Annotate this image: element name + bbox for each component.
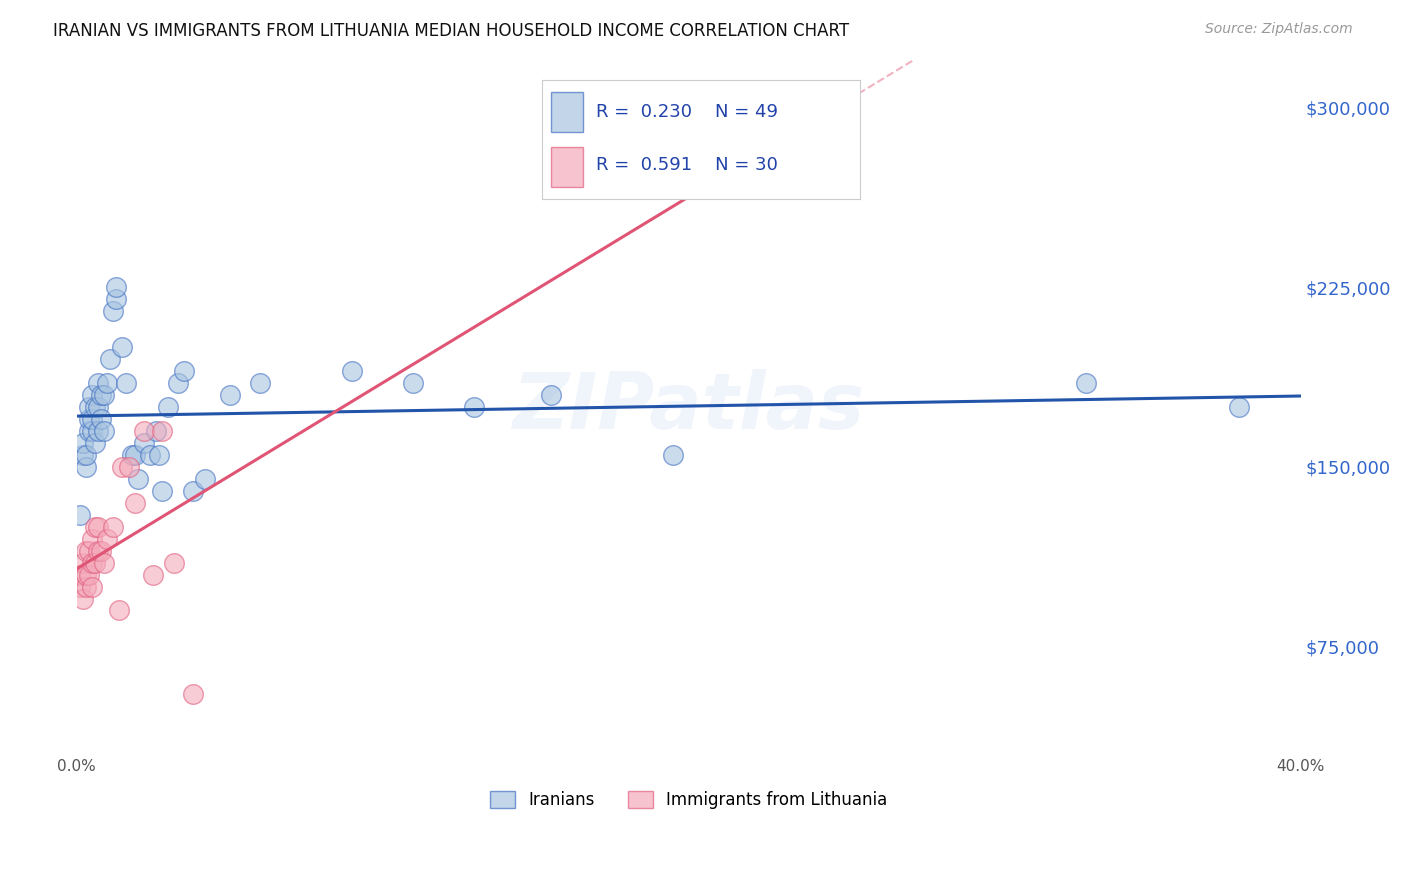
Point [105,292,128,306]
Point [103,304,125,318]
Point [181,687,204,701]
Point [124,448,146,462]
Point [80,424,103,438]
Point [87,519,110,533]
Point [117,459,139,474]
Point [77,412,100,426]
Point [163,556,186,570]
Point [75,543,97,558]
Point [132,435,155,450]
Point [75,567,97,582]
Point [87,543,110,558]
Point [194,472,217,486]
Point [1076,376,1098,390]
Point [173,364,195,378]
Point [98,351,121,366]
Point [142,567,165,582]
Point [75,448,97,462]
Point [249,376,271,390]
Point [127,472,149,486]
Point [87,424,110,438]
Point [90,412,112,426]
Point [103,519,125,533]
Point [90,543,112,558]
Point [77,543,100,558]
Point [77,567,100,582]
Point [84,400,107,414]
Text: Source: ZipAtlas.com: Source: ZipAtlas.com [1205,22,1353,37]
Point [84,519,107,533]
Point [132,424,155,438]
Point [90,388,112,402]
Point [139,448,162,462]
Point [84,556,107,570]
Point [72,435,94,450]
Point [121,448,143,462]
Point [87,376,110,390]
Point [80,388,103,402]
Point [662,448,685,462]
Point [148,448,170,462]
Legend: Iranians, Immigrants from Lithuania: Iranians, Immigrants from Lithuania [484,784,894,815]
Text: ZIPatlas: ZIPatlas [512,369,865,445]
Point [108,603,131,617]
Point [75,580,97,594]
Point [150,424,173,438]
Point [96,376,118,390]
Point [166,376,188,390]
Point [77,400,100,414]
Point [87,400,110,414]
Point [463,400,485,414]
Point [80,556,103,570]
Point [150,483,173,498]
Point [93,424,115,438]
Point [80,412,103,426]
Point [181,483,204,498]
Point [72,448,94,462]
Point [69,580,91,594]
Point [1229,400,1251,414]
Point [80,532,103,546]
Point [157,400,180,414]
Point [93,556,115,570]
Point [80,580,103,594]
Point [340,364,363,378]
Point [111,340,134,354]
Point [114,376,136,390]
Point [124,496,146,510]
Point [72,556,94,570]
Point [402,376,425,390]
Point [77,424,100,438]
Point [72,591,94,606]
Point [69,508,91,522]
Point [75,459,97,474]
Point [111,459,134,474]
Point [540,388,562,402]
Text: IRANIAN VS IMMIGRANTS FROM LITHUANIA MEDIAN HOUSEHOLD INCOME CORRELATION CHART: IRANIAN VS IMMIGRANTS FROM LITHUANIA MED… [53,22,849,40]
Point [105,280,128,294]
Point [678,172,700,186]
Point [69,567,91,582]
Point [218,388,240,402]
Point [96,532,118,546]
Point [93,388,115,402]
Point [84,435,107,450]
Point [145,424,167,438]
